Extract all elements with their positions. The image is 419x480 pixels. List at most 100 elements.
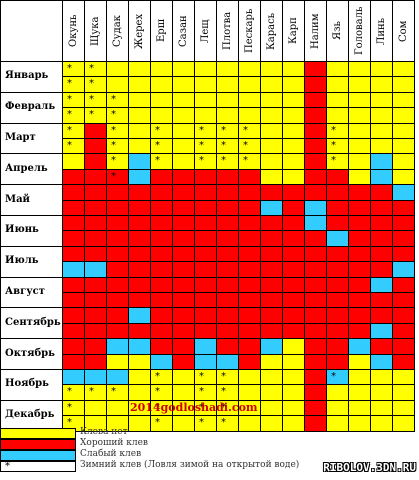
star-icon: *: [331, 140, 336, 151]
star-icon: *: [199, 401, 204, 413]
bite-cell: [282, 76, 305, 93]
bite-cell: [62, 184, 85, 201]
bite-cell: [84, 215, 107, 232]
bite-cell: [150, 138, 173, 155]
bite-cell: [304, 369, 327, 386]
month-label: Февраль: [5, 101, 56, 113]
bite-cell: [106, 245, 129, 263]
bite-cell: [216, 215, 239, 232]
star-icon: *: [155, 386, 160, 398]
bite-cell: [392, 292, 415, 309]
bite-cell: [304, 184, 327, 201]
bite-cell: [194, 292, 217, 309]
bite-cell: [370, 353, 393, 370]
bite-cell: [326, 245, 349, 263]
bite-cell: [238, 122, 261, 139]
bite-cell: [172, 199, 195, 216]
bite-cell: [348, 399, 371, 417]
bite-cell: [304, 91, 327, 109]
bite-cell: [106, 138, 129, 155]
bite-cell: [84, 245, 107, 263]
bite-cell: [194, 61, 217, 78]
bite-cell: [392, 76, 415, 93]
bite-cell: [84, 122, 107, 139]
bite-cell: [172, 61, 195, 78]
bite-cell: [370, 107, 393, 124]
star-icon: *: [67, 93, 72, 105]
bite-cell: [370, 61, 393, 78]
star-icon: *: [199, 386, 204, 398]
bite-cell: [84, 353, 107, 370]
month-cell: Июнь: [0, 215, 63, 247]
bite-cell: [304, 322, 327, 340]
month-label: Май: [5, 193, 30, 205]
legend-label: Хороший клев: [80, 438, 148, 448]
bite-cell: [282, 261, 305, 278]
bite-cell: [194, 261, 217, 278]
bite-cell: [238, 369, 261, 386]
bite-cell: [150, 322, 173, 340]
bite-cell: [260, 322, 283, 340]
bite-cell: [84, 384, 107, 401]
star-icon: *: [331, 371, 336, 382]
bite-cell: [392, 384, 415, 401]
star-icon: *: [221, 401, 226, 413]
legend-swatch-yellow: [0, 428, 76, 439]
bite-cell: [260, 399, 283, 417]
fish-header-10: Карп: [282, 0, 305, 62]
bite-cell: [238, 76, 261, 93]
bite-cell: [392, 261, 415, 278]
bite-cell: [260, 338, 283, 355]
bite-cell: [392, 245, 415, 263]
bite-cell: [172, 168, 195, 186]
fish-name: Лещ: [200, 19, 211, 43]
bite-cell: [370, 184, 393, 201]
star-icon: *: [111, 140, 116, 151]
bite-cell: [128, 307, 151, 324]
bite-cell: [326, 153, 349, 170]
bite-cell: [282, 122, 305, 139]
bite-cell: [216, 168, 239, 186]
bite-cell: [260, 307, 283, 324]
bite-cell: [348, 168, 371, 186]
bite-cell: [282, 322, 305, 340]
bite-cell: [194, 153, 217, 170]
month-label: Июнь: [5, 224, 39, 236]
bite-cell: [260, 292, 283, 309]
bite-cell: [348, 276, 371, 293]
bite-cell: [128, 384, 151, 401]
bite-cell: [216, 184, 239, 201]
bite-cell: [326, 338, 349, 355]
bite-cell: [370, 76, 393, 93]
bite-cell: [62, 215, 85, 232]
month-cell: Сентябрь: [0, 307, 63, 340]
month-cell: Май: [0, 184, 63, 216]
bite-cell: [216, 276, 239, 293]
bite-cell: [150, 168, 173, 186]
bite-cell: [194, 322, 217, 340]
bite-cell: [128, 122, 151, 139]
bite-cell: [194, 338, 217, 355]
bite-cell: [238, 153, 261, 170]
fish-name: Головаль: [354, 6, 365, 56]
bite-cell: [370, 215, 393, 232]
bite-cell: [238, 276, 261, 293]
bite-cell: [348, 138, 371, 155]
bite-cell: [238, 61, 261, 78]
bite-cell: [128, 215, 151, 232]
bite-cell: [194, 353, 217, 370]
month-label: Март: [5, 131, 36, 143]
bite-cell: [150, 230, 173, 247]
bite-cell: [106, 276, 129, 293]
bite-cell: [392, 230, 415, 247]
star-icon: *: [199, 371, 204, 382]
star-icon: *: [221, 124, 226, 136]
bite-cell: [150, 61, 173, 78]
star-icon: *: [155, 140, 160, 151]
legend-item-weak-bite: Слабый клев: [0, 449, 300, 461]
bite-cell: [326, 168, 349, 186]
fish-name: Язь: [332, 21, 343, 41]
star-icon: *: [155, 401, 160, 413]
bite-cell: [106, 338, 129, 355]
star-icon: *: [111, 170, 116, 182]
